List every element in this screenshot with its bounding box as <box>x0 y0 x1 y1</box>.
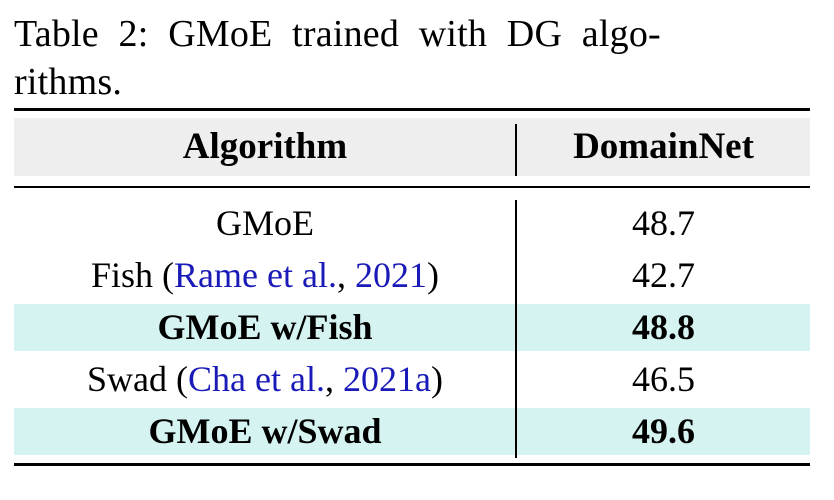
header-rule <box>14 186 810 188</box>
domainnet-value: 48.7 <box>632 203 695 243</box>
citation-link[interactable]: Rame et al. <box>174 255 337 295</box>
citation-separator: , <box>324 359 343 399</box>
domainnet-value: 42.7 <box>632 255 695 295</box>
algorithm-cell: GMoE w/Swad <box>14 411 516 451</box>
header-column-divider <box>515 124 517 176</box>
algorithm-name: Swad ( <box>87 359 189 399</box>
domainnet-value: 46.5 <box>632 359 695 399</box>
citation-year-link[interactable]: 2021a <box>342 359 431 399</box>
table-row <box>14 408 810 455</box>
top-rule <box>14 108 810 111</box>
header-domainnet: DomainNet <box>573 126 754 167</box>
caption-line-1: Table 2: GMoE trained with DG algo- <box>14 13 661 55</box>
algorithm-cell: GMoE <box>14 203 516 243</box>
table-caption: Table 2: GMoE trained with DG algo- rith… <box>14 10 820 106</box>
domainnet-value: 48.8 <box>632 307 695 347</box>
algorithm-name: GMoE <box>216 203 314 243</box>
citation-separator: , <box>336 255 355 295</box>
domainnet-value: 49.6 <box>632 411 695 451</box>
algorithm-cell: Fish (Rame et al., 2021) <box>14 255 516 295</box>
algorithm-name: GMoE w/Fish <box>157 307 373 347</box>
caption-line-2: rithms. <box>14 61 123 103</box>
header-background <box>14 118 810 176</box>
header-algorithm: Algorithm <box>182 126 348 167</box>
algorithm-name: GMoE w/Swad <box>148 411 382 451</box>
algorithm-cell: Swad (Cha et al., 2021a) <box>14 359 516 399</box>
body-column-divider <box>515 200 517 458</box>
citation-year-link[interactable]: 2021 <box>354 255 427 295</box>
citation-close: ) <box>430 359 443 399</box>
algorithm-cell: GMoE w/Fish <box>14 307 516 347</box>
bottom-rule <box>14 463 810 466</box>
algorithm-name: Fish ( <box>91 255 175 295</box>
table-row <box>14 304 810 351</box>
citation-link[interactable]: Cha et al. <box>188 359 325 399</box>
citation-close: ) <box>426 255 439 295</box>
